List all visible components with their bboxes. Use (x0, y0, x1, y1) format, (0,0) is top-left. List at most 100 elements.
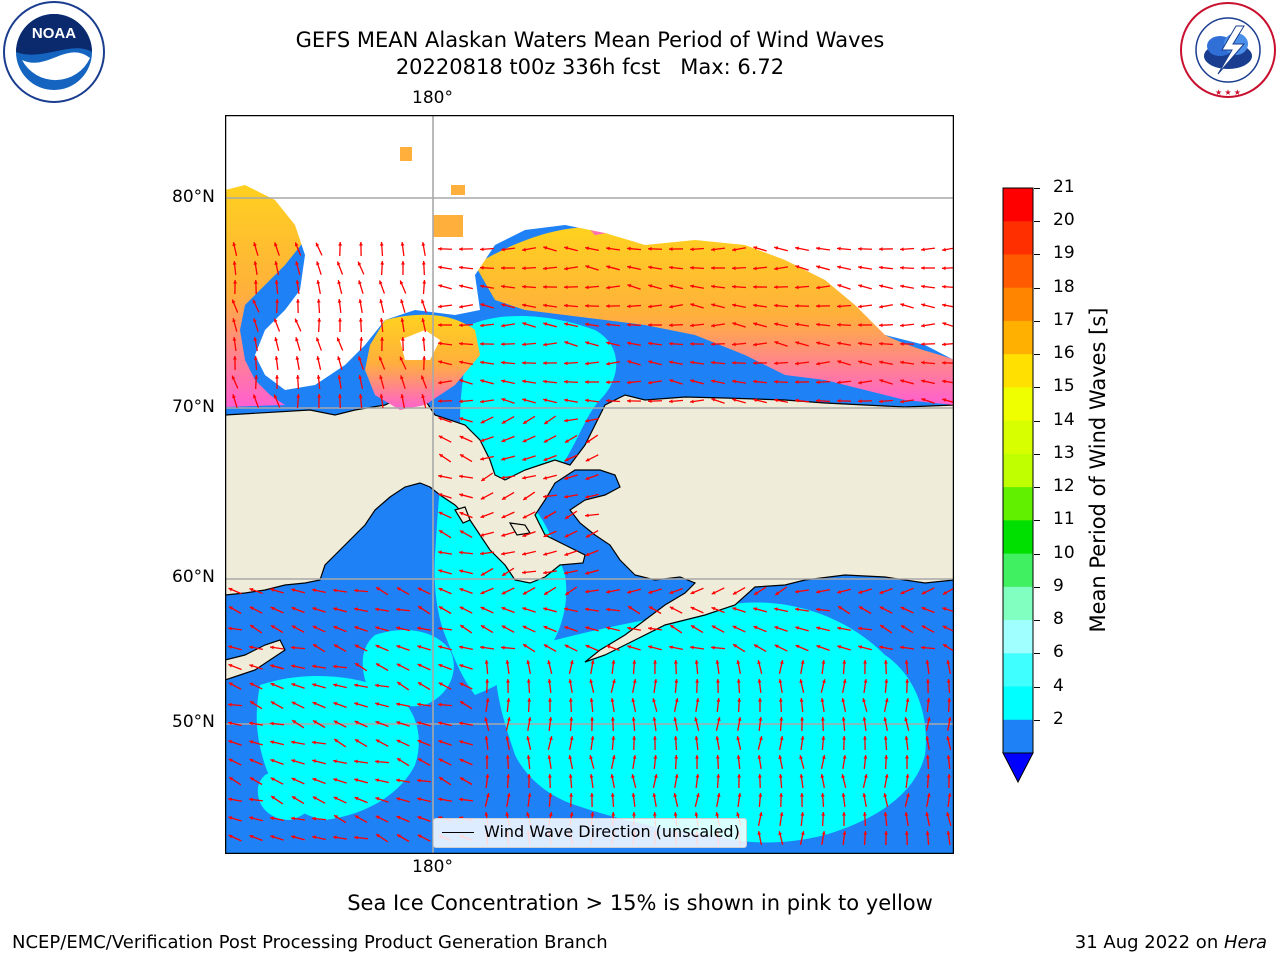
wave-direction-arrowhead (379, 375, 383, 380)
wave-direction-arrowhead (879, 590, 884, 594)
wave-direction-arrowhead (883, 793, 888, 798)
wave-direction-arrowhead (585, 361, 589, 366)
wave-direction-arrowhead (312, 796, 317, 801)
wave-direction-arrowhead (673, 812, 678, 816)
wave-direction-arrowhead (400, 394, 405, 398)
wave-direction-arrowhead (522, 360, 526, 365)
wave-direction-arrowhead (480, 572, 485, 576)
wave-direction-arrowhead (333, 625, 338, 630)
wave-direction-arrowhead (270, 721, 274, 726)
wave-direction-arrowhead (543, 303, 547, 308)
wave-direction-arrowhead (270, 701, 275, 705)
wave-direction-arrowhead (732, 342, 736, 347)
wave-direction-arrowhead (800, 831, 805, 836)
wave-direction-arrowhead (564, 439, 569, 443)
wave-direction-arrowhead (312, 777, 317, 782)
wave-direction-arrowhead (485, 774, 490, 778)
wave-direction-arrowhead (312, 664, 316, 669)
wave-direction-arrowhead (228, 758, 233, 763)
wave-direction-arrowhead (631, 774, 636, 779)
wave-direction-arrowhead (669, 360, 673, 365)
wave-direction-arrowhead (884, 755, 889, 759)
wave-direction-arrowhead (690, 284, 694, 289)
wave-direction-arrowhead (417, 682, 422, 686)
wave-direction-arrowhead (627, 265, 631, 270)
wave-direction-arrowhead (858, 645, 863, 650)
wave-direction-arrowhead (338, 318, 342, 322)
wave-direction-arrowhead (564, 398, 568, 403)
wave-direction-arrowhead (396, 587, 401, 591)
wave-direction-arrowhead (459, 454, 464, 458)
wave-direction-arrowhead (354, 644, 359, 649)
colorbar-tick-mark (1034, 653, 1040, 655)
wave-direction-arrowhead (228, 721, 232, 726)
wave-direction-arrowhead (569, 793, 574, 797)
wave-direction-arrowhead (779, 736, 784, 740)
wave-direction-arrowhead (523, 644, 528, 648)
wave-direction-arrowhead (270, 682, 275, 687)
wave-direction-arrowhead (228, 663, 233, 668)
wave-direction-arrowhead (926, 698, 931, 702)
wave-direction-arrowhead (585, 644, 590, 649)
wave-direction-arrowhead (585, 476, 590, 480)
wave-direction-arrowhead (921, 247, 925, 252)
wave-direction-arrowhead (270, 664, 275, 668)
wave-direction-arrowhead (753, 303, 757, 308)
wave-direction-arrowhead (354, 835, 358, 840)
wave-direction-arrowhead (900, 645, 904, 650)
wave-direction-arrowhead (333, 835, 337, 840)
colorbar-under-arrow (1002, 752, 1034, 784)
footer-date: 31 Aug 2022 on Hera (1075, 932, 1267, 953)
wave-direction-arrowhead (589, 679, 594, 684)
wave-direction-arrowhead (884, 698, 889, 702)
wave-direction-arrowhead (669, 265, 673, 270)
wave-direction-arrowhead (883, 736, 888, 740)
wave-direction-arrowhead (250, 701, 255, 705)
wave-direction-arrowhead (799, 755, 803, 760)
wave-direction-arrowhead (480, 438, 485, 442)
wave-direction-arrowhead (438, 435, 443, 440)
wave-direction-arrowhead (711, 590, 716, 595)
wave-direction-arrowhead (627, 304, 631, 309)
wave-direction-arrowhead (695, 679, 700, 683)
wave-direction-arrowhead (816, 265, 821, 269)
wave-direction-arrowhead (942, 379, 946, 384)
wave-direction-arrowhead (673, 736, 678, 740)
wave-direction-arrowhead (312, 683, 317, 687)
wave-direction-arrowhead (606, 265, 611, 269)
wave-direction-arrowhead (669, 341, 673, 346)
wave-direction-arrowhead (375, 626, 380, 630)
wave-direction-arrowhead (820, 774, 825, 778)
wave-direction-arrowhead (438, 663, 443, 668)
wave-direction-arrowhead (417, 626, 421, 631)
wave-direction-arrowhead (942, 607, 947, 611)
colorbar-segment (1003, 453, 1033, 488)
wave-direction-arrowhead (315, 242, 320, 247)
wave-direction-arrowhead (480, 645, 484, 650)
colorbar-tick-label: 17 (1053, 309, 1075, 330)
wave-direction-arrowhead (569, 736, 574, 740)
lat-label-70: 70°N (172, 397, 215, 417)
wave-direction-arrowhead (485, 793, 490, 798)
wave-direction-arrowhead (316, 356, 321, 361)
wave-direction-arrowhead (312, 740, 316, 745)
wave-direction-arrowhead (627, 645, 632, 649)
wave-direction-arrowhead (547, 755, 552, 759)
wave-direction-arrowhead (337, 394, 342, 398)
wave-direction-arrowhead (417, 797, 422, 802)
wave-direction-arrowhead (438, 721, 442, 726)
wave-direction-arrowhead (270, 835, 275, 839)
wave-direction-arrowhead (753, 285, 757, 289)
wave-direction-arrowhead (506, 698, 511, 702)
wave-direction-arrowhead (947, 717, 952, 721)
wave-direction-arrowhead (399, 280, 404, 285)
wave-direction-arrowhead (669, 590, 674, 594)
wave-direction-arrowhead (375, 778, 379, 783)
wave-direction-arrowhead (273, 318, 278, 323)
wave-direction-arrowhead (438, 606, 443, 610)
wave-direction-arrowhead (522, 607, 527, 611)
wave-direction-arrowhead (778, 755, 783, 759)
wave-direction-arrowhead (274, 280, 279, 284)
colorbar-segment (1003, 586, 1033, 621)
wave-direction-arrowhead (400, 375, 404, 380)
